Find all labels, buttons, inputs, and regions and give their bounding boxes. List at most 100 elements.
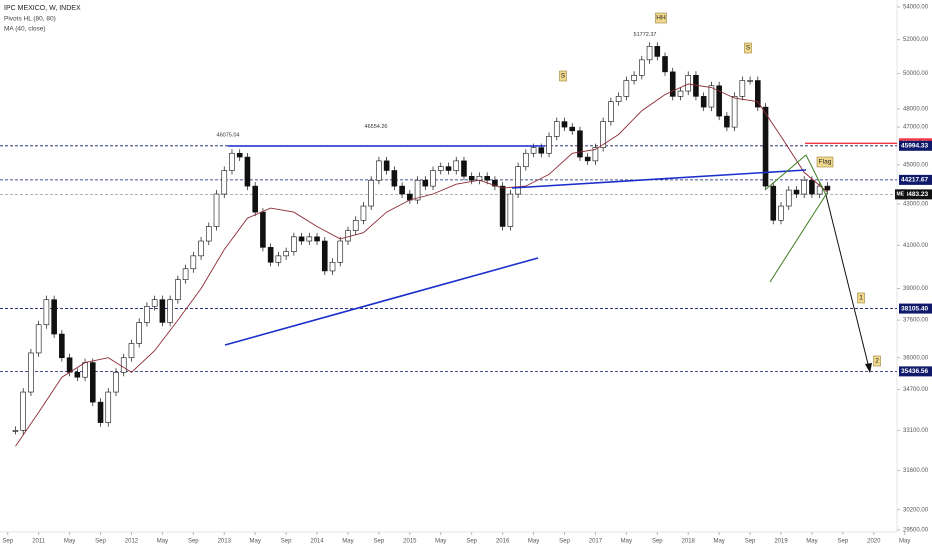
candle — [329, 261, 336, 272]
y-tick-label: 43000.00 — [903, 202, 929, 208]
candle — [175, 279, 181, 300]
x-tick-label: May — [250, 539, 261, 545]
x-tick-label: 2013 — [218, 539, 232, 545]
candle — [66, 357, 73, 373]
plot — [0, 42, 897, 447]
flag-line — [769, 192, 828, 283]
x-tick-label: Sep — [652, 539, 663, 545]
y-tick-label: 39000.00 — [903, 286, 929, 292]
x-tick-label: May — [435, 539, 446, 545]
x-tick-label: 2015 — [403, 539, 417, 545]
x-tick-label: May — [806, 539, 817, 545]
candle — [35, 324, 42, 354]
x-tick-label: Sep — [466, 539, 477, 545]
candle — [654, 46, 661, 57]
candle — [639, 59, 645, 76]
pattern-box — [873, 355, 881, 367]
candle — [113, 371, 119, 393]
candle — [337, 240, 344, 263]
candle — [391, 170, 398, 187]
candle — [28, 352, 34, 393]
candle — [592, 147, 599, 162]
candle — [631, 75, 637, 81]
x-tick-label: Sep — [2, 539, 13, 545]
x-tick-label: Sep — [95, 539, 106, 545]
candle — [236, 152, 243, 158]
candle — [608, 101, 614, 122]
x-tick-label: 2016 — [496, 539, 510, 545]
last-marker: ME — [897, 192, 905, 198]
candle — [700, 96, 707, 108]
candle — [600, 121, 606, 148]
pivot-label: 46554.26 — [365, 124, 388, 130]
x-tick-label: 2020 — [867, 539, 881, 545]
neckline — [511, 169, 807, 189]
candle — [260, 211, 266, 248]
candle — [151, 299, 158, 307]
price-tag — [899, 174, 932, 185]
candle — [144, 306, 150, 323]
candle — [128, 343, 135, 359]
x-tick-label: May — [342, 539, 353, 545]
candle — [523, 152, 529, 167]
candle — [762, 106, 769, 187]
candle — [213, 193, 220, 227]
x-tick-label: 2018 — [682, 539, 696, 545]
x-tick-label: May — [528, 539, 539, 545]
candle — [662, 56, 668, 73]
candle — [507, 193, 514, 227]
candle — [770, 185, 777, 221]
price-tag — [899, 366, 932, 377]
candle — [561, 121, 568, 128]
candle — [724, 115, 730, 128]
x-tick-label: Sep — [838, 539, 849, 545]
moving-average — [15, 83, 828, 447]
candle — [453, 160, 460, 171]
x-tick-label: May — [157, 539, 168, 545]
candle — [252, 185, 258, 213]
pattern-label: S — [746, 45, 751, 52]
candle — [468, 176, 475, 181]
candle — [205, 226, 212, 242]
y-tick-label: 37600.00 — [903, 318, 929, 324]
candle — [584, 156, 591, 162]
x-tick-label: 2019 — [774, 539, 788, 545]
support-trend-line — [224, 257, 539, 346]
y-tick-label: 48000.00 — [903, 106, 929, 112]
candle — [368, 179, 374, 207]
candle — [345, 230, 351, 242]
indicator-label: Pivots HL (80, 80) — [4, 16, 56, 23]
candle — [646, 46, 653, 61]
price-tag — [899, 140, 932, 151]
price-tag-label: 44217.67 — [901, 177, 928, 184]
candle — [321, 240, 328, 272]
y-tick-label: 45000.00 — [903, 162, 929, 168]
candle — [267, 247, 274, 263]
candle — [283, 251, 289, 257]
candle — [167, 299, 173, 323]
x-tick-label: May — [899, 539, 910, 545]
candle — [120, 357, 127, 373]
candle — [437, 166, 444, 171]
candle — [43, 299, 50, 326]
candle — [430, 170, 436, 187]
candle — [275, 255, 282, 263]
y-tick-label: 41000.00 — [903, 243, 929, 249]
x-tick-label: Sep — [188, 539, 199, 545]
candle — [553, 121, 560, 137]
y-tick-label: 50000.00 — [903, 71, 929, 77]
pattern-label: Flag — [819, 159, 832, 166]
pattern-box — [559, 70, 567, 82]
y-tick-label: 34700.00 — [903, 387, 929, 393]
candle — [793, 189, 800, 195]
candle — [244, 156, 251, 187]
pattern-box — [816, 156, 834, 168]
candle — [445, 166, 452, 171]
y-tick-label: 30200.00 — [903, 507, 929, 513]
x-tick-label: 2011 — [32, 539, 46, 545]
candle — [499, 185, 506, 227]
price-tag-label: 38105.40 — [901, 305, 928, 312]
x-tick-label: 2012 — [125, 539, 139, 545]
candle — [515, 166, 521, 195]
